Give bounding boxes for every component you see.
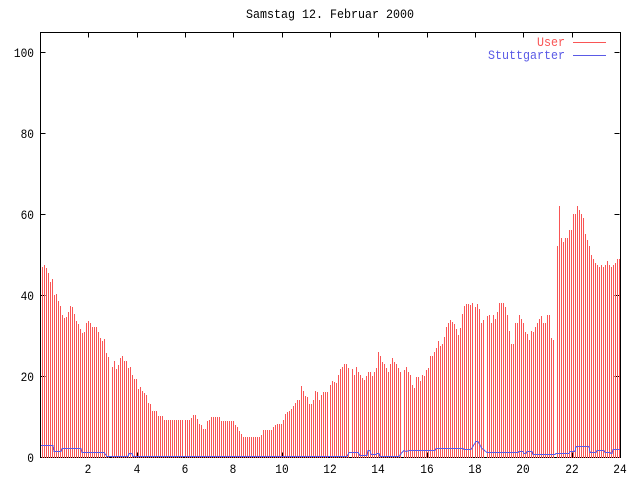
svg-text:12: 12 bbox=[323, 463, 336, 477]
svg-text:16: 16 bbox=[420, 463, 433, 477]
svg-text:10: 10 bbox=[275, 463, 288, 477]
svg-text:0: 0 bbox=[27, 452, 34, 466]
svg-text:Samstag 12. Februar 2000: Samstag 12. Februar 2000 bbox=[246, 8, 414, 22]
svg-text:User: User bbox=[537, 36, 565, 50]
svg-text:18: 18 bbox=[468, 463, 481, 477]
svg-text:6: 6 bbox=[182, 463, 189, 477]
svg-text:2: 2 bbox=[85, 463, 92, 477]
svg-text:24: 24 bbox=[613, 463, 626, 477]
svg-text:8: 8 bbox=[230, 463, 237, 477]
svg-text:40: 40 bbox=[21, 290, 34, 304]
svg-text:80: 80 bbox=[21, 128, 34, 142]
svg-text:22: 22 bbox=[565, 463, 578, 477]
svg-text:100: 100 bbox=[14, 47, 34, 61]
svg-text:20: 20 bbox=[516, 463, 529, 477]
svg-text:14: 14 bbox=[371, 463, 384, 477]
svg-text:Stuttgarter: Stuttgarter bbox=[488, 49, 565, 63]
svg-text:4: 4 bbox=[134, 463, 141, 477]
svg-text:20: 20 bbox=[21, 371, 34, 385]
svg-text:60: 60 bbox=[21, 209, 34, 223]
